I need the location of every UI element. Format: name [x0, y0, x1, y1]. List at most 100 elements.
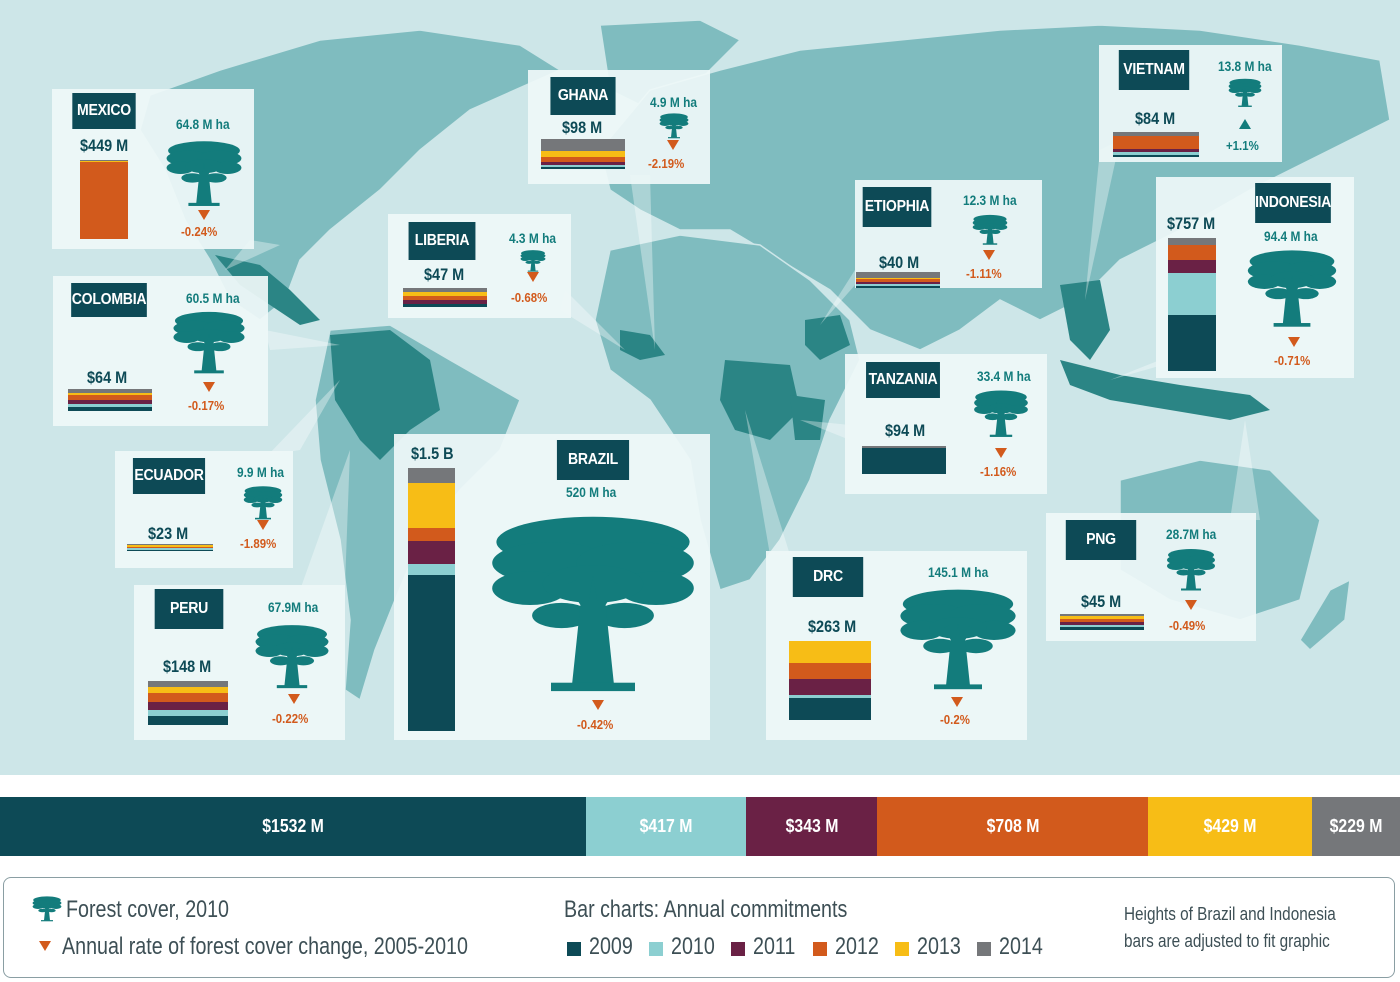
forest-cover-mexico: 64.8 M ha [176, 116, 230, 132]
bar-segment-2010 [408, 563, 455, 576]
commitment-bar-brazil [408, 468, 455, 732]
bar-segment-2010 [541, 165, 625, 167]
legend-note-line1: Heights of Brazil and Indonesia [1124, 904, 1336, 924]
country-label-ghana: GHANA [550, 77, 616, 115]
callout-mexico [225, 240, 280, 270]
callout-ghana [630, 175, 655, 350]
country-label-drc: DRC [792, 557, 864, 597]
bar-segment-2010 [68, 403, 152, 407]
bar-segment-2009 [856, 285, 940, 288]
bar-segment-2009 [148, 715, 228, 725]
commitment-bar-ghana [541, 139, 625, 170]
ethiopia-region [805, 315, 850, 360]
decline-arrow-icon [995, 448, 1007, 458]
bar-segment-2014 [541, 139, 625, 152]
decline-arrow-icon [527, 272, 539, 282]
legend-note-line2: bars are adjusted to fit graphic [1124, 931, 1330, 951]
bar-segment-2012 [148, 693, 228, 702]
bar-segment-2009 [403, 303, 487, 307]
forest-cover-brazil: 520 M ha [566, 484, 617, 500]
bar-segment-2012 [789, 662, 871, 680]
forest-cover-drc: 145.1 M ha [928, 564, 989, 580]
decline-arrow-icon [1288, 337, 1300, 347]
rate-png: -0.49% [1169, 618, 1206, 633]
total-segment-2013: $429 M [1148, 797, 1313, 856]
bar-segment-2009 [1113, 154, 1199, 158]
legend-forest-cover: Forest cover, 2010 [66, 896, 230, 923]
total-label-2009: $1532 M [262, 816, 324, 836]
bar-segment-2009 [1060, 627, 1144, 630]
callout-png [1230, 420, 1260, 520]
forest-cover-vietnam: 13.8 M ha [1218, 58, 1272, 74]
tree-icon [1228, 76, 1262, 113]
tree-icon [32, 894, 62, 928]
total-segment-2010: $417 M [586, 797, 746, 856]
commitment-bar-colombia [68, 389, 152, 412]
total-segment-2014: $229 M [1312, 797, 1400, 856]
legend-year-2013: 2013 [917, 933, 961, 960]
tree-icon [973, 386, 1029, 444]
tree-icon [243, 483, 283, 526]
forest-cover-colombia: 60.5 M ha [186, 290, 240, 306]
country-label-ethiopia: ETIOPHIA [862, 187, 932, 227]
country-label-liberia: LIBERIA [408, 222, 476, 260]
west-africa-region [620, 330, 665, 360]
bar-segment-2013 [408, 483, 455, 529]
commitment-peru: $148 M [163, 657, 212, 676]
bar-segment-2014 [1113, 132, 1199, 137]
bar-segment-2010 [789, 695, 871, 699]
total-segment-2009: $1532 M [0, 797, 587, 856]
bar-segment-2014 [68, 389, 152, 393]
country-label-ecuador: ECUADOR [132, 458, 206, 494]
bar-segment-2011 [403, 300, 487, 304]
country-label-png: PNG [1065, 520, 1137, 560]
decline-arrow-icon [198, 210, 210, 220]
total-label-2011: $343 M [785, 816, 838, 836]
bar-segment-2009 [408, 575, 455, 732]
congo-region [720, 360, 800, 440]
legend-year-2009: 2009 [589, 933, 633, 960]
forest-cover-liberia: 4.3 M ha [509, 230, 556, 246]
decline-arrow-icon [667, 140, 679, 150]
commitment-bar-peru [148, 681, 228, 725]
commitment-bar-liberia [403, 288, 487, 307]
bar-segment-2011 [68, 400, 152, 404]
callout-vietnam [1085, 140, 1120, 300]
callout-peru [300, 450, 350, 590]
bar-segment-2012 [80, 161, 128, 239]
tree-icon [1166, 545, 1216, 598]
country-label-vietnam: VIETNAM [1118, 50, 1190, 90]
bar-segment-2010 [148, 709, 228, 716]
forest-cover-ecuador: 9.9 M ha [237, 464, 284, 480]
country-label-colombia: COLOMBIA [71, 283, 147, 317]
bar-segment-2014 [1168, 238, 1216, 245]
new-zealand-landmass [1299, 578, 1351, 652]
tree-icon [172, 306, 246, 381]
country-label-brazil: BRAZIL [556, 440, 630, 480]
total-segment-2012: $708 M [877, 797, 1149, 856]
legend-swatch-2009 [567, 942, 581, 956]
commitment-drc: $263 M [808, 617, 857, 636]
bar-segment-2009 [68, 406, 152, 412]
tree-icon [165, 135, 243, 214]
commitment-bar-vietnam [1113, 132, 1199, 158]
total-label-2012: $708 M [986, 816, 1040, 836]
legend-year-2012: 2012 [835, 933, 879, 960]
tree-icon [898, 580, 1018, 699]
rate-ethiopia: -1.11% [966, 266, 1002, 281]
bar-segment-2013 [789, 641, 871, 663]
tree-icon [659, 111, 689, 145]
legend-year-2014: 2014 [999, 933, 1043, 960]
legend: Forest cover, 2010 Annual rate of forest… [3, 877, 1395, 978]
tree-icon [488, 500, 698, 705]
bar-segment-2014 [1060, 614, 1144, 617]
amazon-region [330, 330, 440, 460]
decline-arrow-icon [203, 382, 215, 392]
bar-segment-2014 [862, 446, 946, 448]
callout-drc [745, 410, 790, 555]
bar-segment-2011 [408, 541, 455, 564]
bar-segment-2012 [1168, 244, 1216, 261]
bar-segment-2010 [1113, 151, 1199, 155]
decline-arrow-icon [39, 941, 51, 951]
commitment-bar-png [1060, 614, 1144, 630]
